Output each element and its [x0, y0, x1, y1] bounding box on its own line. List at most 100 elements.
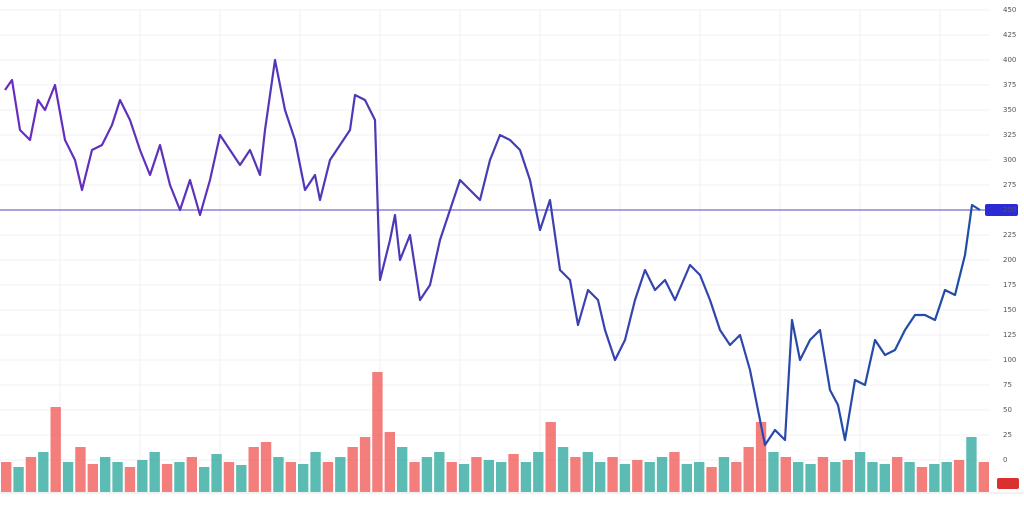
volume-bar	[397, 447, 408, 492]
volume-bar	[124, 467, 136, 492]
volume-bar	[817, 457, 829, 492]
volume-bar	[236, 465, 247, 492]
volume-bar	[322, 462, 334, 492]
volume-bar	[62, 462, 74, 492]
volume	[1, 372, 989, 492]
volume-bar	[892, 457, 903, 492]
y-tick-label: 375	[1003, 81, 1016, 89]
y-tick-label: 75	[1003, 381, 1012, 389]
volume-bar	[137, 460, 148, 492]
volume-bar	[545, 422, 556, 492]
volume-bar	[743, 447, 754, 492]
last-volume-marker	[997, 478, 1019, 489]
volume-bar	[446, 462, 457, 492]
volume-bar	[644, 462, 655, 492]
volume-bar	[508, 454, 519, 492]
y-tick-label: 350	[1003, 106, 1016, 114]
volume-bar	[830, 462, 841, 492]
volume-bar	[434, 452, 445, 492]
volume-bar	[199, 467, 210, 492]
volume-bar	[372, 372, 383, 492]
volume-bar	[483, 460, 494, 492]
y-tick-label: 425	[1003, 31, 1016, 39]
volume-bar	[100, 457, 111, 492]
volume-bar	[347, 447, 358, 492]
volume-bar	[87, 464, 98, 492]
volume-bar	[656, 457, 668, 492]
volume-bar	[1, 462, 12, 492]
volume-bar	[570, 457, 581, 492]
price-marker	[985, 204, 1018, 216]
y-tick-label: 100	[1003, 356, 1016, 364]
volume-bar	[793, 462, 804, 492]
volume-bar	[310, 452, 321, 492]
volume-bar	[458, 464, 470, 492]
volume-bar	[669, 452, 680, 492]
volume-bar	[867, 462, 878, 492]
volume-bar	[260, 442, 272, 492]
volume-bar	[731, 462, 742, 492]
volume-bar	[681, 464, 692, 492]
volume-bar	[38, 452, 49, 492]
volume-bar	[248, 447, 259, 492]
y-tick-label: 25	[1003, 431, 1012, 439]
volume-bar	[706, 467, 717, 492]
volume-bar	[916, 467, 928, 492]
y-tick-label: 125	[1003, 331, 1016, 339]
y-tick-label: 400	[1003, 56, 1016, 64]
y-tick-label: 450	[1003, 6, 1016, 14]
volume-bar	[557, 447, 569, 492]
volume-bar	[285, 462, 296, 492]
volume-bar	[186, 457, 197, 492]
volume-bar	[13, 467, 24, 492]
volume-bar	[582, 452, 593, 492]
volume-bar	[632, 460, 643, 492]
y-tick-label: 250	[1003, 206, 1016, 214]
volume-bar	[904, 462, 915, 492]
volume-bar	[978, 462, 989, 492]
volume-bar	[842, 460, 853, 492]
price-series	[4, 58, 981, 447]
y-tick-label: 200	[1003, 256, 1016, 264]
volume-bar	[25, 457, 37, 492]
volume-bar	[520, 462, 532, 492]
y-tick-label: 175	[1003, 281, 1016, 289]
y-tick-label: 225	[1003, 231, 1016, 239]
volume-bar	[75, 447, 86, 492]
volume-bar	[471, 457, 482, 492]
y-tick-label: 0	[1003, 456, 1007, 464]
volume-bar	[607, 457, 618, 492]
volume-bar	[298, 464, 309, 492]
volume-bar	[718, 457, 730, 492]
volume-bar	[595, 462, 606, 492]
y-tick-label: 275	[1003, 181, 1016, 189]
volume-bar	[335, 457, 346, 492]
y-tick-label: 150	[1003, 306, 1016, 314]
price-axis: 0 25 50 75 100 125 150 175 200 225 250 275 300 325 350…	[0, 6, 1024, 494]
volume-bar	[149, 452, 160, 492]
volume-bar	[421, 457, 433, 492]
volume-bar	[50, 407, 61, 492]
volume-bar	[805, 464, 816, 492]
volume-bar	[223, 462, 235, 492]
volume-bar	[384, 432, 395, 492]
volume-bar	[953, 460, 965, 492]
volume-bar	[619, 464, 631, 492]
volume-bar	[768, 452, 779, 492]
volume-bar	[359, 437, 371, 492]
volume-bar	[496, 462, 507, 492]
volume-bar	[409, 462, 420, 492]
volume-bar	[879, 464, 890, 492]
y-tick-label: 325	[1003, 131, 1016, 139]
volume-bar	[694, 462, 705, 492]
y-tick-label: 300	[1003, 156, 1016, 164]
volume-bar	[211, 454, 222, 492]
volume-bar	[174, 462, 185, 492]
volume-bar	[966, 437, 977, 492]
volume-bar	[112, 462, 123, 492]
y-tick-label: 50	[1003, 406, 1012, 414]
volume-bar	[854, 452, 866, 492]
volume-bar	[533, 452, 544, 492]
volume-bar	[780, 457, 791, 492]
